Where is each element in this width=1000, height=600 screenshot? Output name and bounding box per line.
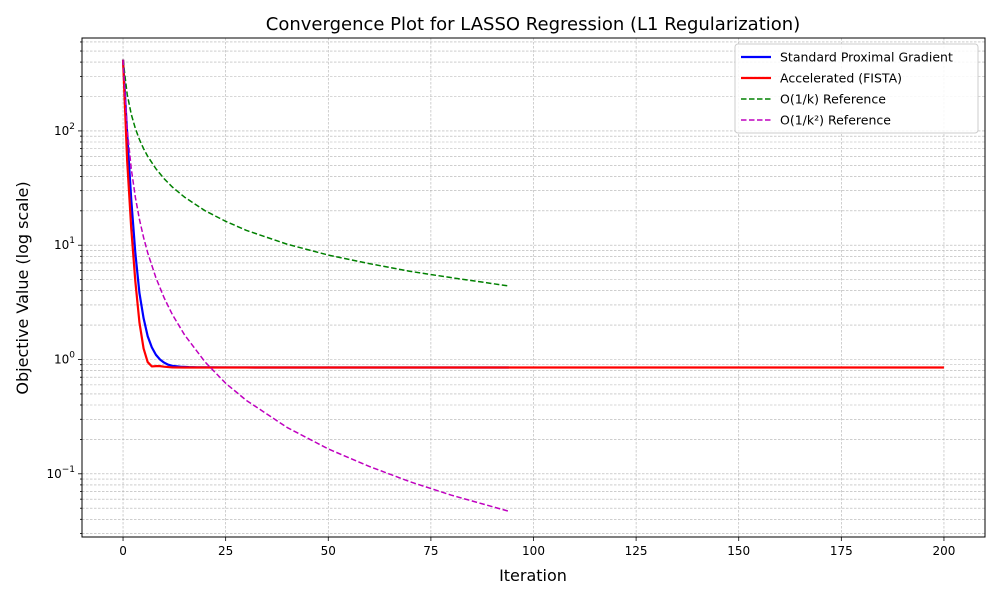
x-tick-label: 50 [321, 544, 336, 558]
series-line [121, 59, 944, 369]
grid-lines [82, 38, 985, 537]
x-tick-label: 75 [423, 544, 438, 558]
y-tick-label: 102 [54, 122, 75, 138]
legend-label: O(1/k) Reference [780, 92, 886, 107]
y-tick-label: 101 [54, 236, 75, 252]
y-tick-label: 100 [54, 351, 75, 367]
series-line [122, 59, 510, 513]
data-series [121, 59, 944, 513]
x-axis-ticks: 0 25 50 75 100 125 150 175 200 [119, 537, 955, 558]
x-tick-label: 0 [119, 544, 127, 558]
chart-title: Convergence Plot for LASSO Regression (L… [266, 14, 800, 35]
y-axis-ticks: 10−1 100 101 102 [46, 41, 82, 534]
x-tick-label: 100 [522, 544, 545, 558]
legend-label: Standard Proximal Gradient [780, 50, 953, 65]
legend-label: Accelerated (FISTA) [780, 71, 902, 86]
x-tick-label: 25 [218, 544, 233, 558]
x-tick-label: 200 [933, 544, 956, 558]
y-tick-label: 10−1 [46, 465, 75, 481]
legend: Standard Proximal Gradient Accelerated (F… [734, 43, 979, 134]
x-tick-label: 150 [727, 544, 750, 558]
x-axis-label: Iteration [499, 566, 567, 585]
y-axis-label: Objective Value (log scale) [13, 181, 32, 394]
x-tick-label: 125 [625, 544, 648, 558]
legend-label: O(1/k²) Reference [780, 113, 891, 128]
series-line [122, 59, 509, 287]
legend-box [734, 43, 979, 134]
x-tick-label: 175 [830, 544, 853, 558]
